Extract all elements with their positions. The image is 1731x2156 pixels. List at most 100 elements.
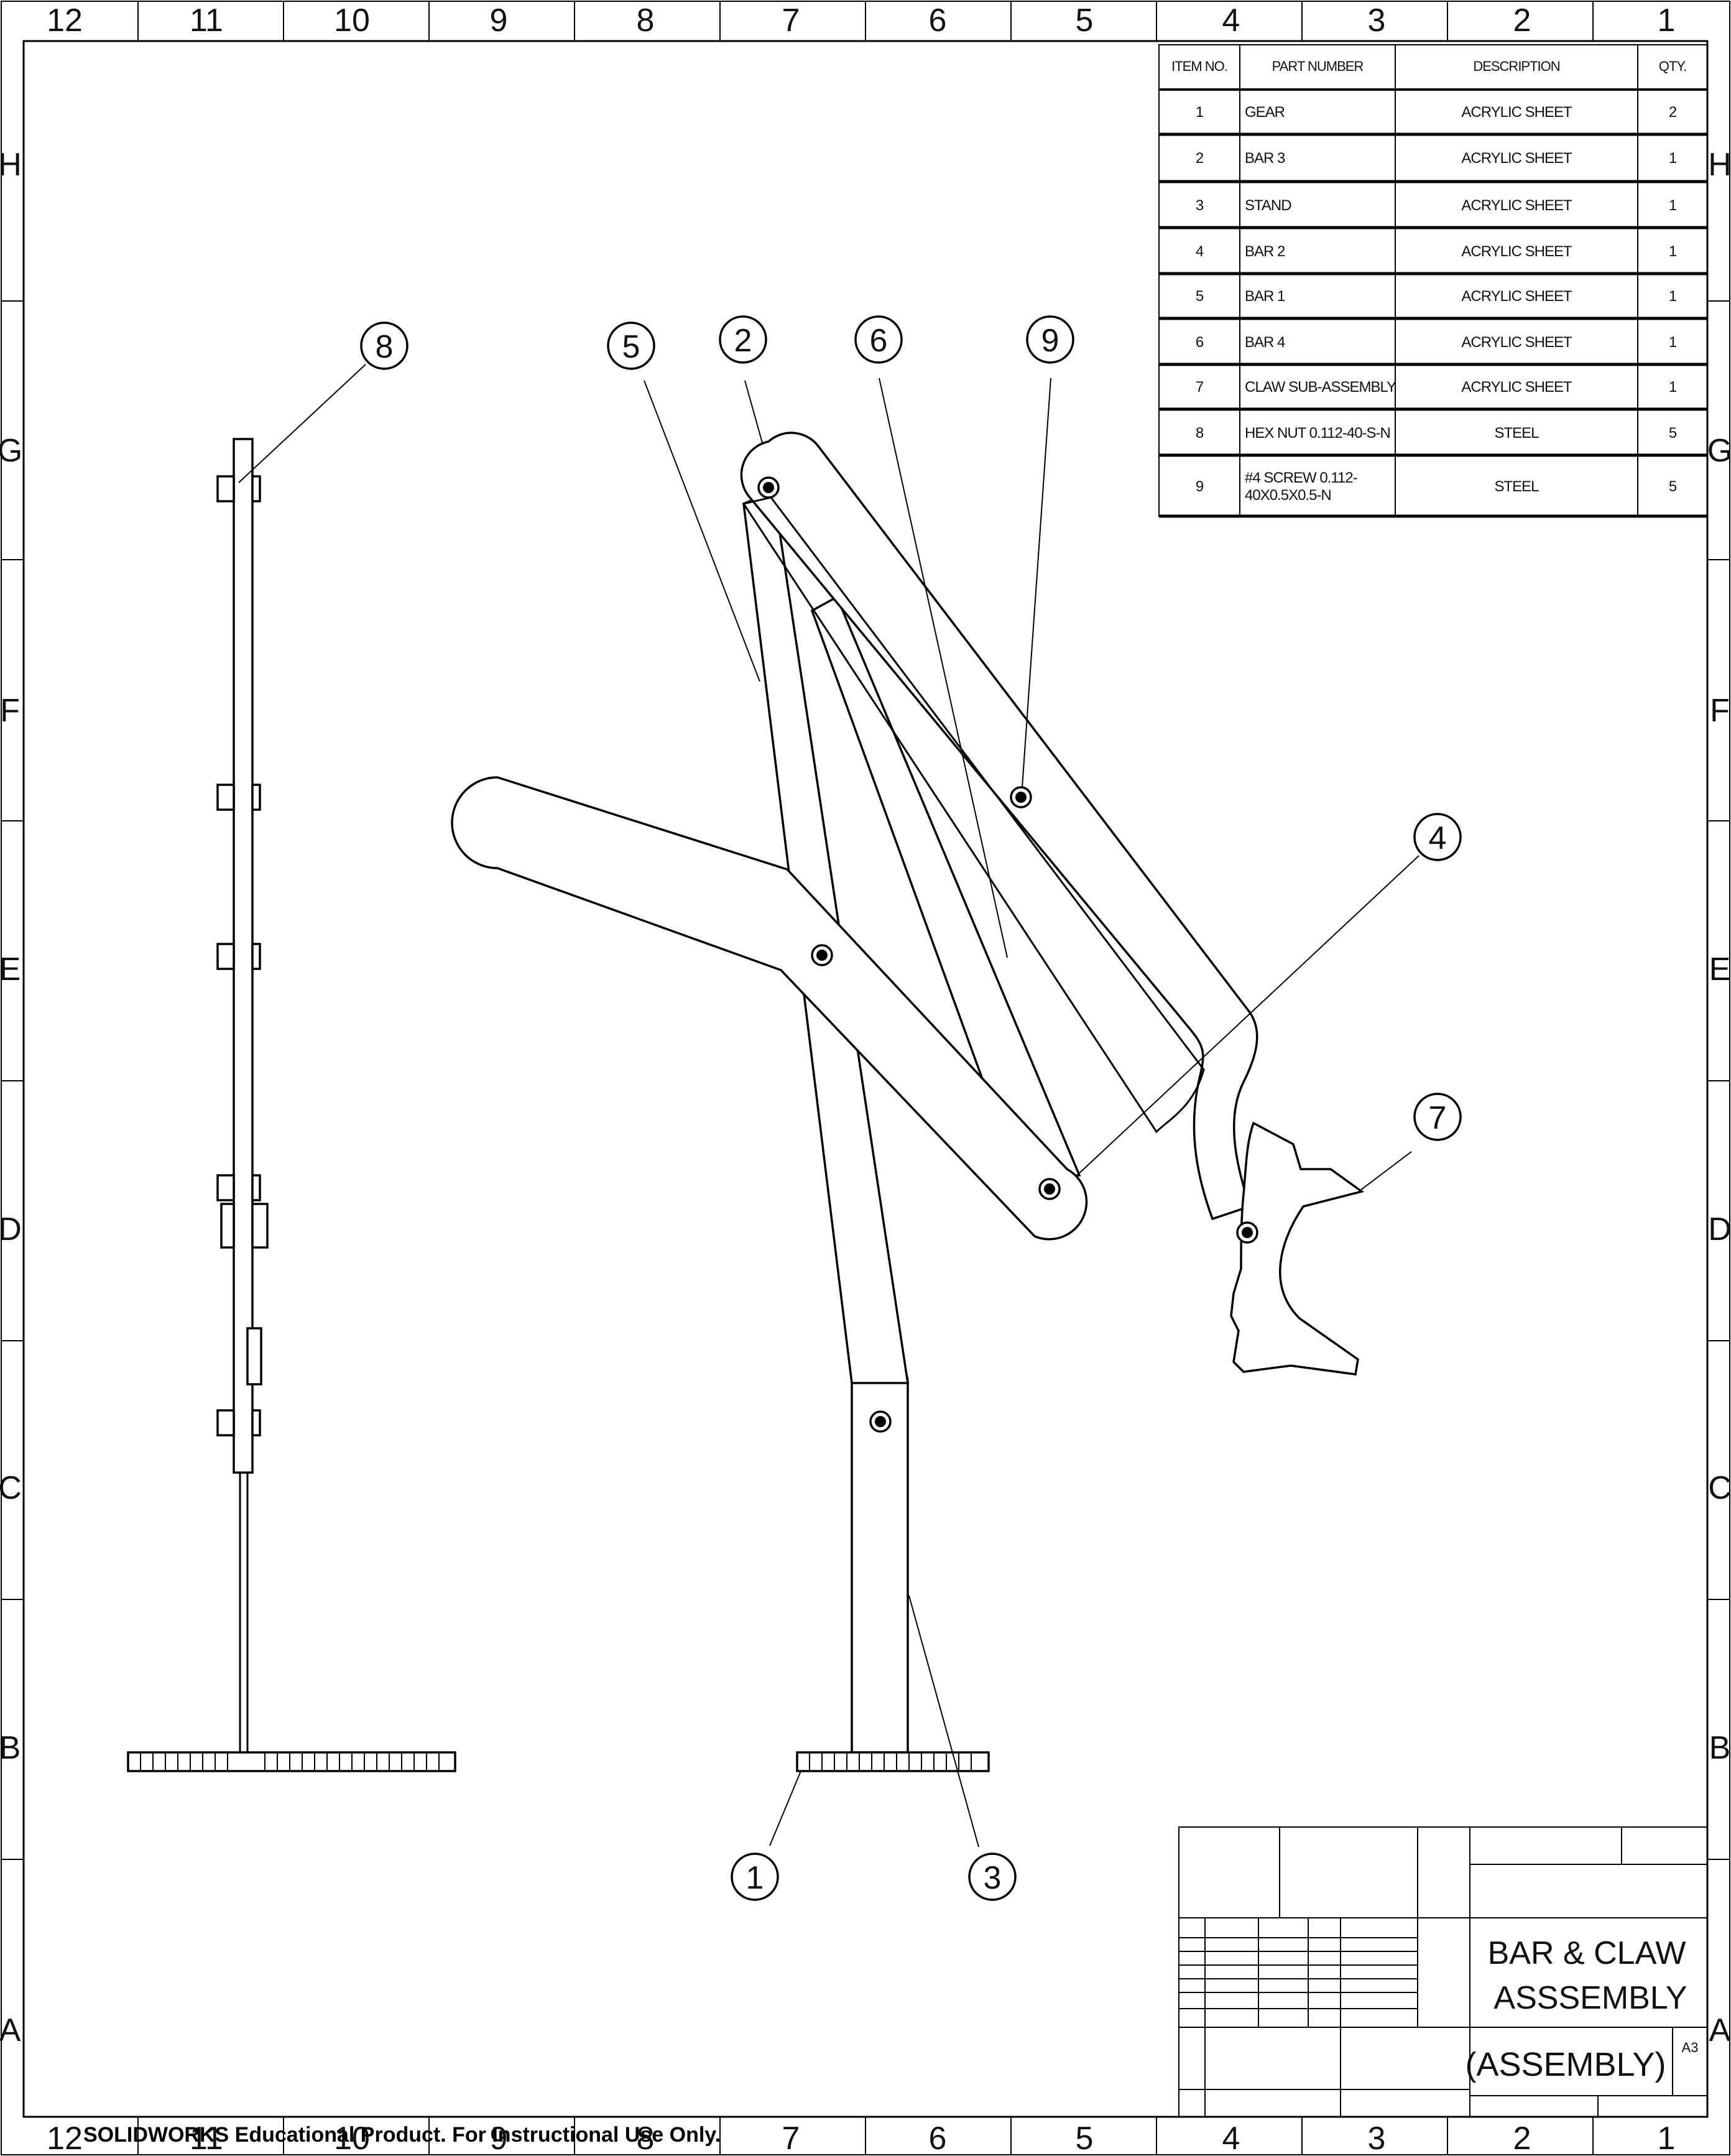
balloon-item-1: 1 <box>731 1853 779 1901</box>
zone-col-10: 10 <box>334 2 370 39</box>
zone-col-5-bottom: 5 <box>1076 2121 1094 2156</box>
bom-qty: 5 <box>1669 478 1677 495</box>
bom-part-number: BAR 3 <box>1245 150 1285 167</box>
pivot-screw-icon <box>757 476 1258 1433</box>
bom-part-number-line1: #4 SCREW 0.112- <box>1245 470 1357 486</box>
zone-col-1: 1 <box>1658 2 1676 39</box>
drawing-number: (ASSEMBLY) <box>1465 2046 1666 2083</box>
zone-col-8: 8 <box>637 2 655 39</box>
bom-item-no: 5 <box>1196 288 1204 305</box>
zone-row-f-right: F <box>1710 693 1730 729</box>
balloon-item-2: 2 <box>719 315 767 364</box>
sheet-size: A3 <box>1682 2040 1699 2055</box>
zone-col-9-bottom: 9 <box>490 2121 508 2156</box>
zone-col-3-bottom: 3 <box>1368 2121 1386 2156</box>
zone-row-b-right: B <box>1709 1730 1731 1766</box>
zone-col-7-bottom: 7 <box>782 2121 800 2156</box>
bom-part-number: BAR 4 <box>1245 334 1285 351</box>
bom-part-number: CLAW SUB-ASSEMBLY <box>1245 379 1396 396</box>
bom-item-no: 6 <box>1196 334 1204 351</box>
bom-qty: 1 <box>1669 243 1677 260</box>
bom-table: ITEM NO. PART NUMBER DESCRIPTION QTY. 1 … <box>1158 44 1708 518</box>
zone-row-e-right: E <box>1709 951 1731 988</box>
bom-header-part-number: PART NUMBER <box>1272 58 1364 74</box>
bom-item-no: 9 <box>1196 478 1204 495</box>
bom-header-item-no: ITEM NO. <box>1171 58 1227 74</box>
zone-col-2-bottom: 2 <box>1513 2121 1531 2156</box>
zone-col-5: 5 <box>1076 2 1094 39</box>
title-line-2: ASSSEMBLY <box>1493 1980 1687 2016</box>
zone-col-12: 12 <box>47 2 83 39</box>
zone-col-1-bottom: 1 <box>1658 2121 1676 2156</box>
bom-part-number: BAR 1 <box>1245 288 1285 305</box>
zone-col-2: 2 <box>1513 2 1531 39</box>
bom-qty: 2 <box>1669 104 1677 121</box>
bom-item-no: 7 <box>1196 379 1204 396</box>
side-view-plate <box>233 438 254 1474</box>
bom-item-no: 3 <box>1196 197 1204 214</box>
bom-qty: 1 <box>1669 334 1677 351</box>
balloon-label: 8 <box>376 329 394 365</box>
zone-row-c: C <box>0 1470 22 1506</box>
zone-col-7: 7 <box>782 2 800 39</box>
hex-nut-icon <box>216 475 269 1437</box>
bom-header-description: DESCRIPTION <box>1473 58 1559 74</box>
balloons: 8 5 2 6 9 4 7 1 3 <box>360 315 1462 1901</box>
front-base-gear <box>796 1751 990 1772</box>
zone-col-11-bottom: 11 <box>190 2121 223 2156</box>
zone-col-6: 6 <box>929 2 947 39</box>
bom-description: ACRYLIC SHEET <box>1461 334 1572 351</box>
bom-qty: 1 <box>1669 288 1677 305</box>
bom-part-number: GEAR <box>1245 104 1285 121</box>
bom-qty: 1 <box>1669 379 1677 396</box>
balloon-label: 6 <box>870 323 888 359</box>
zone-row-h: H <box>0 147 22 183</box>
bom-qty: 1 <box>1669 197 1677 214</box>
bom-item-no: 2 <box>1196 150 1204 167</box>
balloon-item-9: 9 <box>1026 315 1074 364</box>
zone-row-d: D <box>0 1211 22 1247</box>
balloon-item-6: 6 <box>854 315 903 364</box>
zone-col-4-bottom: 4 <box>1222 2121 1240 2156</box>
zone-col-9: 9 <box>490 2 508 39</box>
zone-row-a: A <box>0 2012 21 2048</box>
bom-part-number: BAR 2 <box>1245 243 1285 260</box>
bom-description: STEEL <box>1494 425 1539 442</box>
balloon-item-8: 8 <box>360 322 409 370</box>
balloon-leaders <box>238 364 1419 1848</box>
zone-row-g: G <box>0 433 22 469</box>
zone-col-11: 11 <box>190 2 223 39</box>
zone-col-12-bottom: 12 <box>47 2121 83 2156</box>
bom-part-number-line2: 40X0.5X0.5-N <box>1245 487 1331 504</box>
bom-qty: 5 <box>1669 425 1677 442</box>
zone-row-a-right: A <box>1709 2012 1731 2048</box>
bom-item-no: 4 <box>1196 243 1204 260</box>
front-view <box>451 432 1365 1772</box>
zone-row-g-right: G <box>1707 433 1731 469</box>
balloon-label: 9 <box>1041 323 1059 359</box>
bom-part-number: HEX NUT 0.112-40-S-N <box>1245 425 1390 442</box>
bom-description: ACRYLIC SHEET <box>1461 150 1572 167</box>
zone-col-4: 4 <box>1222 2 1240 39</box>
bom-description: ACRYLIC SHEET <box>1461 379 1572 396</box>
balloon-item-3: 3 <box>968 1853 1017 1901</box>
bom-description: STEEL <box>1494 478 1539 495</box>
zone-labels-rows: H G F E D C B A H G F E D C B A <box>0 147 1731 2048</box>
zone-row-h-right: H <box>1708 147 1731 183</box>
bom-description: ACRYLIC SHEET <box>1461 197 1572 214</box>
bar-2-part <box>451 776 1088 1241</box>
side-view-base-gear <box>127 1751 456 1772</box>
bom-part-number: STAND <box>1245 197 1291 214</box>
bar-4-part <box>810 595 1081 1183</box>
front-gear-teeth <box>809 1752 972 1771</box>
balloon-label: 5 <box>622 329 640 365</box>
zone-row-c-right: C <box>1708 1470 1731 1506</box>
balloon-label: 7 <box>1429 1100 1447 1136</box>
balloon-label: 4 <box>1429 820 1447 856</box>
bom-description: ACRYLIC SHEET <box>1461 243 1572 260</box>
zone-row-f: F <box>0 693 20 729</box>
bom-item-no: 1 <box>1196 104 1204 121</box>
zone-labels-top: 12 11 10 9 8 7 6 5 4 3 2 1 <box>47 2 1675 39</box>
balloon-label: 3 <box>984 1860 1002 1896</box>
